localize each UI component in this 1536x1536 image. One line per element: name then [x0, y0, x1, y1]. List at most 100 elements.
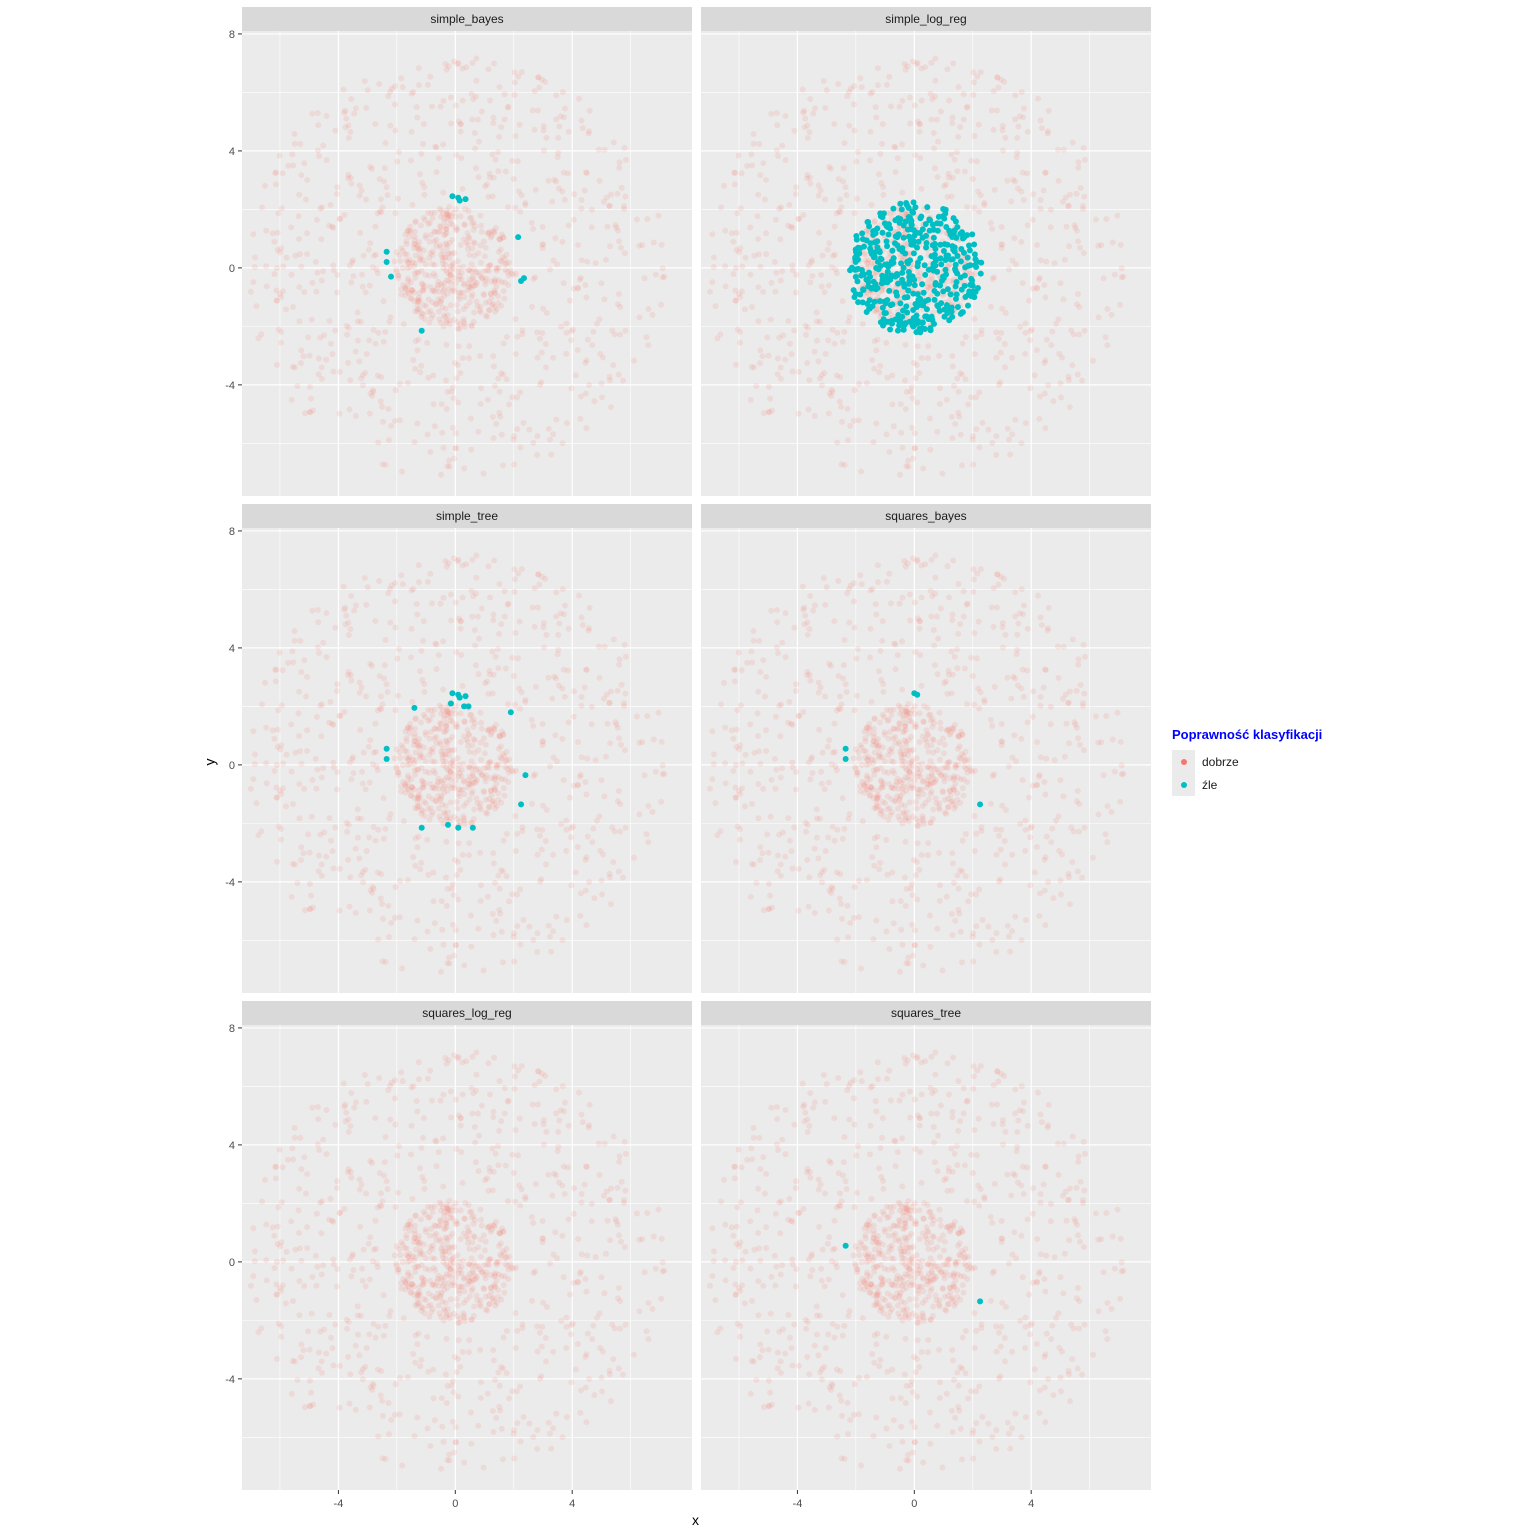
point-correct — [1100, 772, 1107, 779]
point-misclassified — [942, 266, 949, 273]
point-correct — [560, 777, 567, 784]
point-misclassified — [910, 323, 917, 330]
point-correct — [618, 184, 625, 191]
point-correct — [808, 754, 815, 761]
point-correct — [763, 673, 770, 680]
point-correct — [825, 779, 832, 786]
point-correct — [380, 835, 387, 842]
point-misclassified — [912, 204, 919, 211]
point-correct — [471, 223, 478, 230]
point-correct — [786, 698, 793, 705]
point-correct — [500, 371, 507, 378]
point-correct — [1070, 828, 1077, 835]
point-correct — [618, 244, 625, 251]
point-correct — [1042, 791, 1049, 798]
point-correct — [949, 114, 956, 121]
point-correct — [773, 644, 780, 651]
point-misclassified — [932, 262, 939, 269]
point-correct — [492, 653, 499, 660]
point-correct — [773, 269, 780, 276]
point-correct — [738, 667, 745, 674]
point-correct — [451, 746, 458, 753]
point-misclassified — [882, 300, 889, 307]
point-correct — [782, 853, 789, 860]
point-correct — [970, 91, 977, 98]
point-correct — [843, 689, 850, 696]
point-correct — [932, 574, 939, 581]
point-correct — [402, 231, 409, 238]
point-correct — [475, 269, 482, 276]
point-correct — [824, 246, 831, 253]
point-correct — [767, 316, 774, 323]
point-correct — [420, 301, 427, 308]
point-correct — [444, 960, 451, 967]
point-correct — [468, 790, 475, 797]
point-correct — [408, 287, 415, 294]
y-tick-label: -4 — [225, 380, 235, 392]
point-correct — [1011, 235, 1018, 242]
point-correct — [465, 246, 472, 253]
point-correct — [754, 213, 761, 220]
point-correct — [858, 965, 865, 972]
point-misclassified — [965, 242, 972, 249]
point-correct — [838, 461, 845, 468]
point-correct — [416, 255, 423, 262]
point-correct — [1050, 398, 1057, 405]
point-correct — [447, 263, 454, 270]
point-correct — [886, 449, 893, 456]
point-correct — [838, 403, 845, 410]
point-correct — [599, 354, 606, 361]
point-correct — [509, 157, 516, 164]
point-correct — [645, 839, 652, 846]
point-correct — [807, 180, 814, 187]
point-correct — [385, 437, 392, 444]
point-correct — [539, 76, 546, 83]
point-correct — [894, 155, 901, 162]
point-correct — [829, 252, 836, 259]
point-correct — [378, 706, 385, 713]
point-correct — [831, 837, 838, 844]
point-correct — [902, 902, 909, 909]
point-correct — [539, 738, 546, 745]
point-correct — [433, 243, 440, 250]
point-correct — [706, 785, 713, 792]
point-correct — [326, 222, 333, 229]
point-correct — [757, 172, 764, 179]
point-correct — [461, 280, 468, 287]
point-correct — [415, 239, 422, 246]
point-correct — [493, 917, 500, 924]
point-correct — [556, 123, 563, 130]
point-correct — [946, 278, 953, 285]
point-misclassified — [889, 247, 896, 254]
point-correct — [993, 604, 1000, 611]
point-correct — [357, 815, 364, 822]
point-misclassified — [900, 234, 907, 241]
point-correct — [957, 431, 964, 438]
point-correct — [506, 898, 513, 905]
point-correct — [471, 309, 478, 316]
point-correct — [417, 719, 424, 726]
point-correct — [382, 140, 389, 147]
point-correct — [937, 108, 944, 115]
point-correct — [534, 604, 541, 611]
point-correct — [278, 339, 285, 346]
point-correct — [274, 297, 281, 304]
panel-squares-bayes: squares_bayes — [701, 504, 1151, 993]
point-correct — [924, 731, 931, 738]
point-correct — [330, 865, 337, 872]
point-correct — [407, 157, 414, 164]
point-misclassified — [974, 284, 981, 291]
point-correct — [998, 329, 1005, 336]
point-correct — [550, 257, 557, 264]
point-correct — [425, 717, 432, 724]
point-correct — [414, 766, 421, 773]
point-correct — [976, 444, 983, 451]
point-correct — [586, 128, 593, 135]
point-correct — [443, 277, 450, 284]
point-correct — [450, 209, 457, 216]
point-correct — [972, 270, 979, 277]
point-correct — [320, 268, 327, 275]
point-correct — [498, 928, 505, 935]
point-correct — [750, 637, 757, 644]
point-correct — [932, 778, 939, 785]
